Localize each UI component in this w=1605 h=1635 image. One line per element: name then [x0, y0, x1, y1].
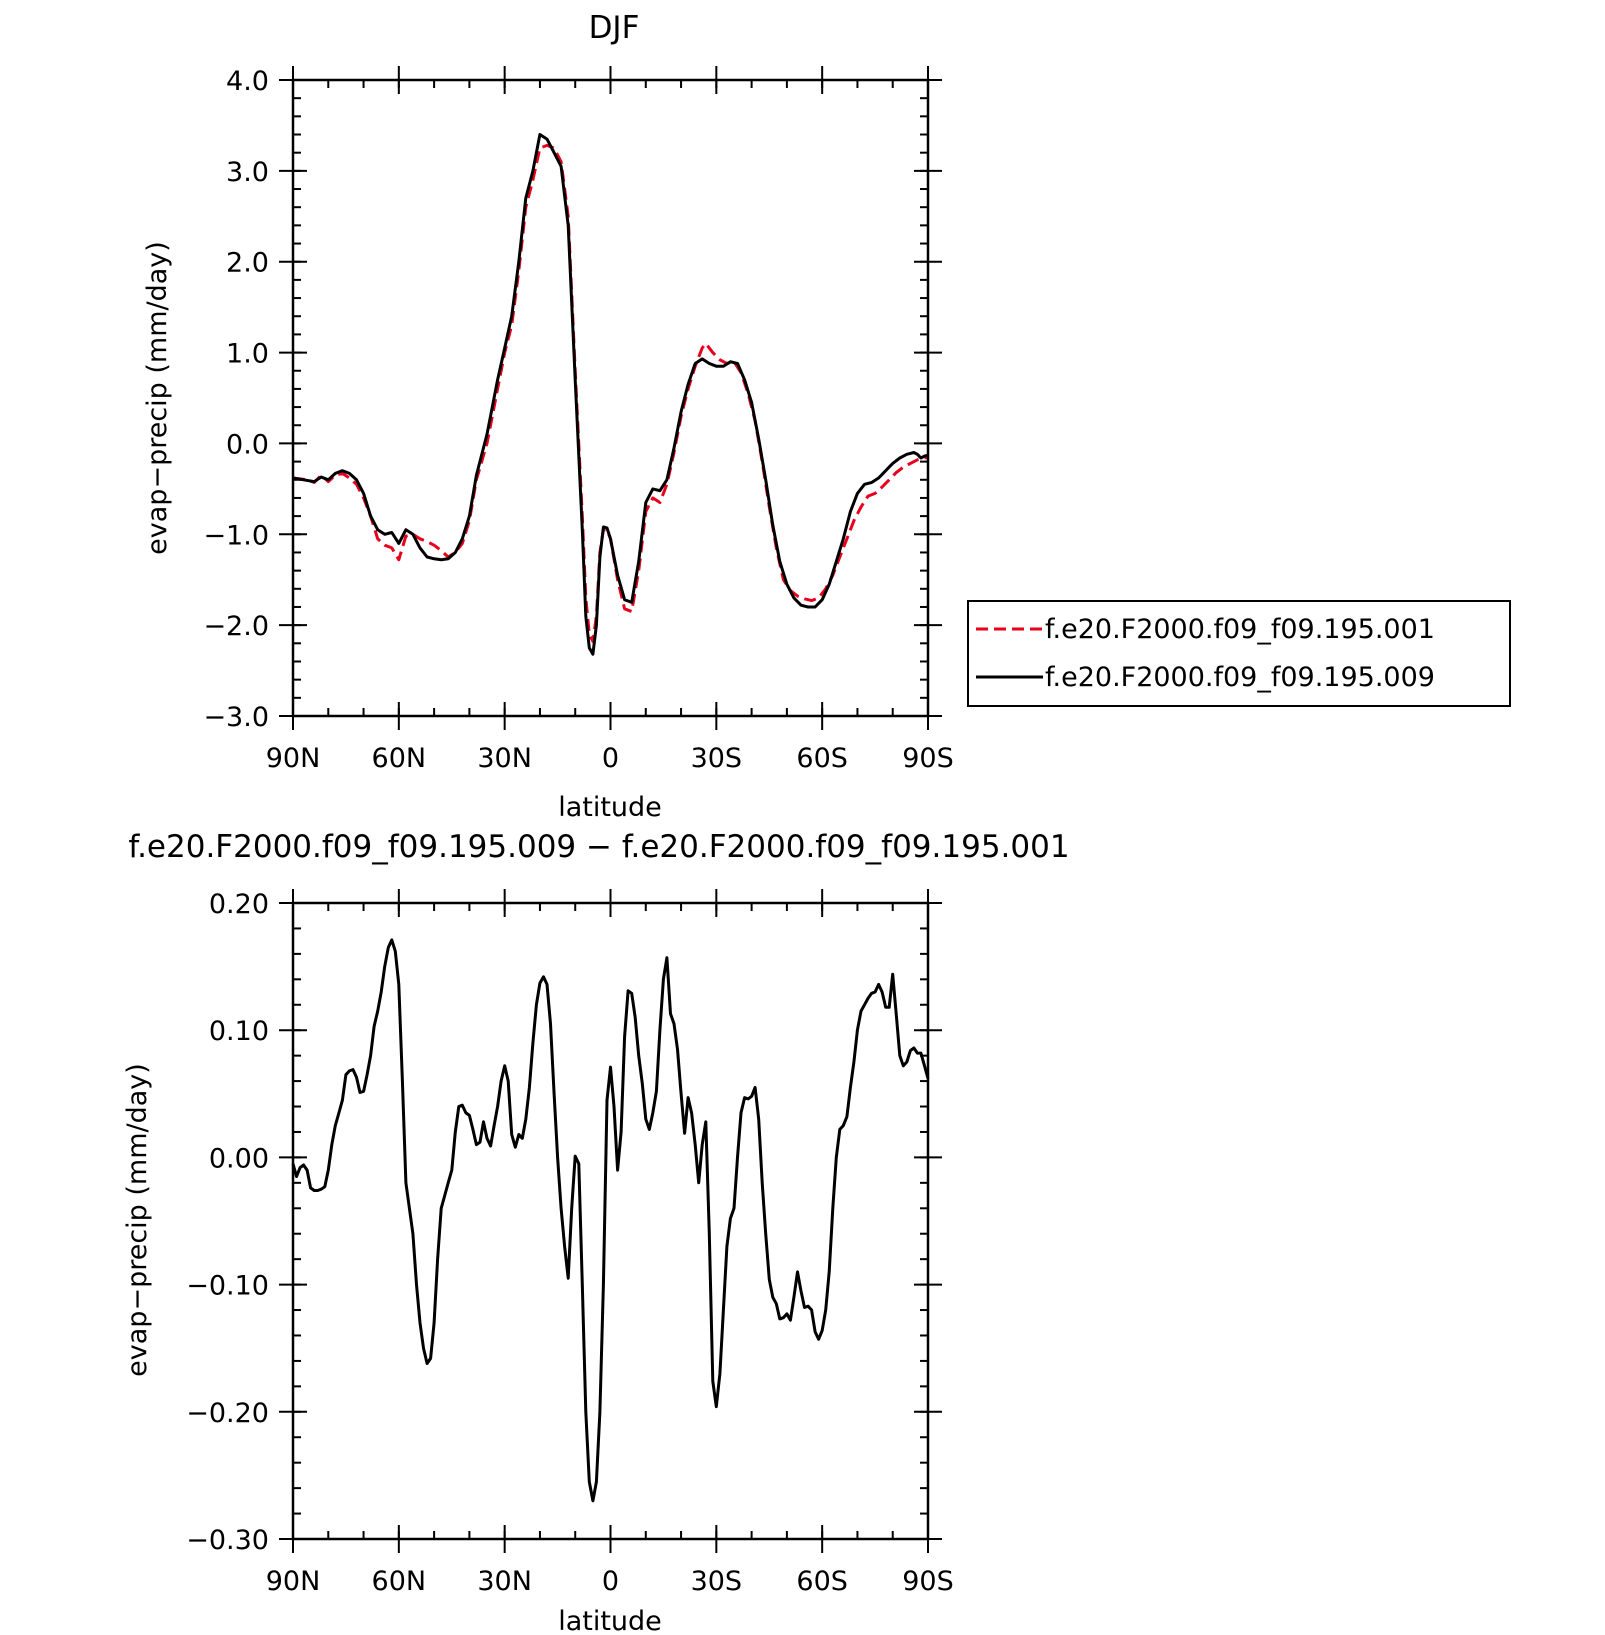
- top-series-line-1: [292, 143, 929, 643]
- bottom-chart-x-ticks: 90N 60N 30N 0 30S 60S 90S: [266, 889, 954, 1597]
- bottom-chart-xlabel: latitude: [558, 1606, 662, 1635]
- top-chart-title: DJF: [589, 10, 640, 46]
- top-y-tick-label: 0.0: [226, 429, 269, 460]
- top-chart-frame: [291, 78, 930, 718]
- top-x-tick-label: 30S: [691, 743, 743, 774]
- top-chart-series-group: [292, 133, 929, 656]
- bottom-y-tick-label: −0.20: [186, 1398, 269, 1429]
- bottom-x-tick-label: 30N: [477, 1566, 532, 1597]
- legend-label-series-1: f.e20.F2000.f09_f09.195.001: [1045, 614, 1435, 645]
- bottom-x-tick-label: 0: [602, 1566, 619, 1597]
- top-x-tick-label: 90N: [266, 743, 321, 774]
- top-chart-xlabel: latitude: [558, 792, 662, 823]
- bottom-y-tick-label: 0.20: [209, 889, 269, 920]
- top-x-tick-label: 60S: [796, 743, 848, 774]
- top-chart-y-ticks: 4.0 3.0 2.0 1.0 0.0 −1.0 −2.0 −3.0: [203, 66, 942, 733]
- top-chart: DJF 4.0 3.0 2.0 1.0 0.0 −1.0 −2.0 −3.0 90N 60N 30…: [142, 10, 1511, 823]
- bottom-y-tick-label: 0.00: [209, 1143, 269, 1174]
- bottom-y-tick-label: −0.30: [186, 1525, 269, 1556]
- bottom-chart-series-group: [291, 938, 930, 1503]
- bottom-x-tick-label: 90N: [266, 1566, 321, 1597]
- bottom-x-tick-label: 90S: [902, 1566, 954, 1597]
- top-y-tick-label: 2.0: [226, 248, 269, 279]
- top-y-tick-label: 4.0: [226, 66, 269, 97]
- legend-label-series-2: f.e20.F2000.f09_f09.195.009: [1045, 662, 1435, 693]
- top-y-tick-label: −2.0: [203, 611, 269, 642]
- bottom-chart-y-ticks: 0.20 0.10 0.00 −0.10 −0.20 −0.30: [186, 889, 942, 1556]
- bottom-chart: f.e20.F2000.f09_f09.195.009 − f.e20.F200…: [122, 829, 1070, 1635]
- bottom-chart-title: f.e20.F2000.f09_f09.195.009 − f.e20.F200…: [128, 829, 1069, 865]
- top-series-line-2: [292, 133, 929, 656]
- top-y-tick-label: −3.0: [203, 702, 269, 733]
- top-x-tick-label: 60N: [372, 743, 427, 774]
- top-y-tick-label: 3.0: [226, 157, 269, 188]
- top-y-tick-label: 1.0: [226, 339, 269, 370]
- bottom-x-tick-label: 60S: [796, 1566, 848, 1597]
- top-x-tick-label: 90S: [902, 743, 954, 774]
- top-x-tick-label: 0: [602, 743, 619, 774]
- top-x-tick-label: 30N: [477, 743, 532, 774]
- bottom-y-tick-label: −0.10: [186, 1271, 269, 1302]
- bottom-x-tick-label: 60N: [372, 1566, 427, 1597]
- legend-box: [967, 600, 1511, 707]
- bottom-x-tick-label: 30S: [691, 1566, 743, 1597]
- top-chart-ylabel: evap−precip (mm/day): [142, 241, 173, 555]
- bottom-chart-ylabel: evap−precip (mm/day): [122, 1063, 153, 1377]
- top-chart-x-ticks: 90N 60N 30N 0 30S 60S 90S: [266, 66, 954, 774]
- bottom-series-line-1: [291, 938, 930, 1503]
- top-y-tick-label: −1.0: [203, 520, 269, 551]
- legend: f.e20.F2000.f09_f09.195.001 f.e20.F2000.…: [967, 600, 1511, 707]
- bottom-y-tick-label: 0.10: [209, 1016, 269, 1047]
